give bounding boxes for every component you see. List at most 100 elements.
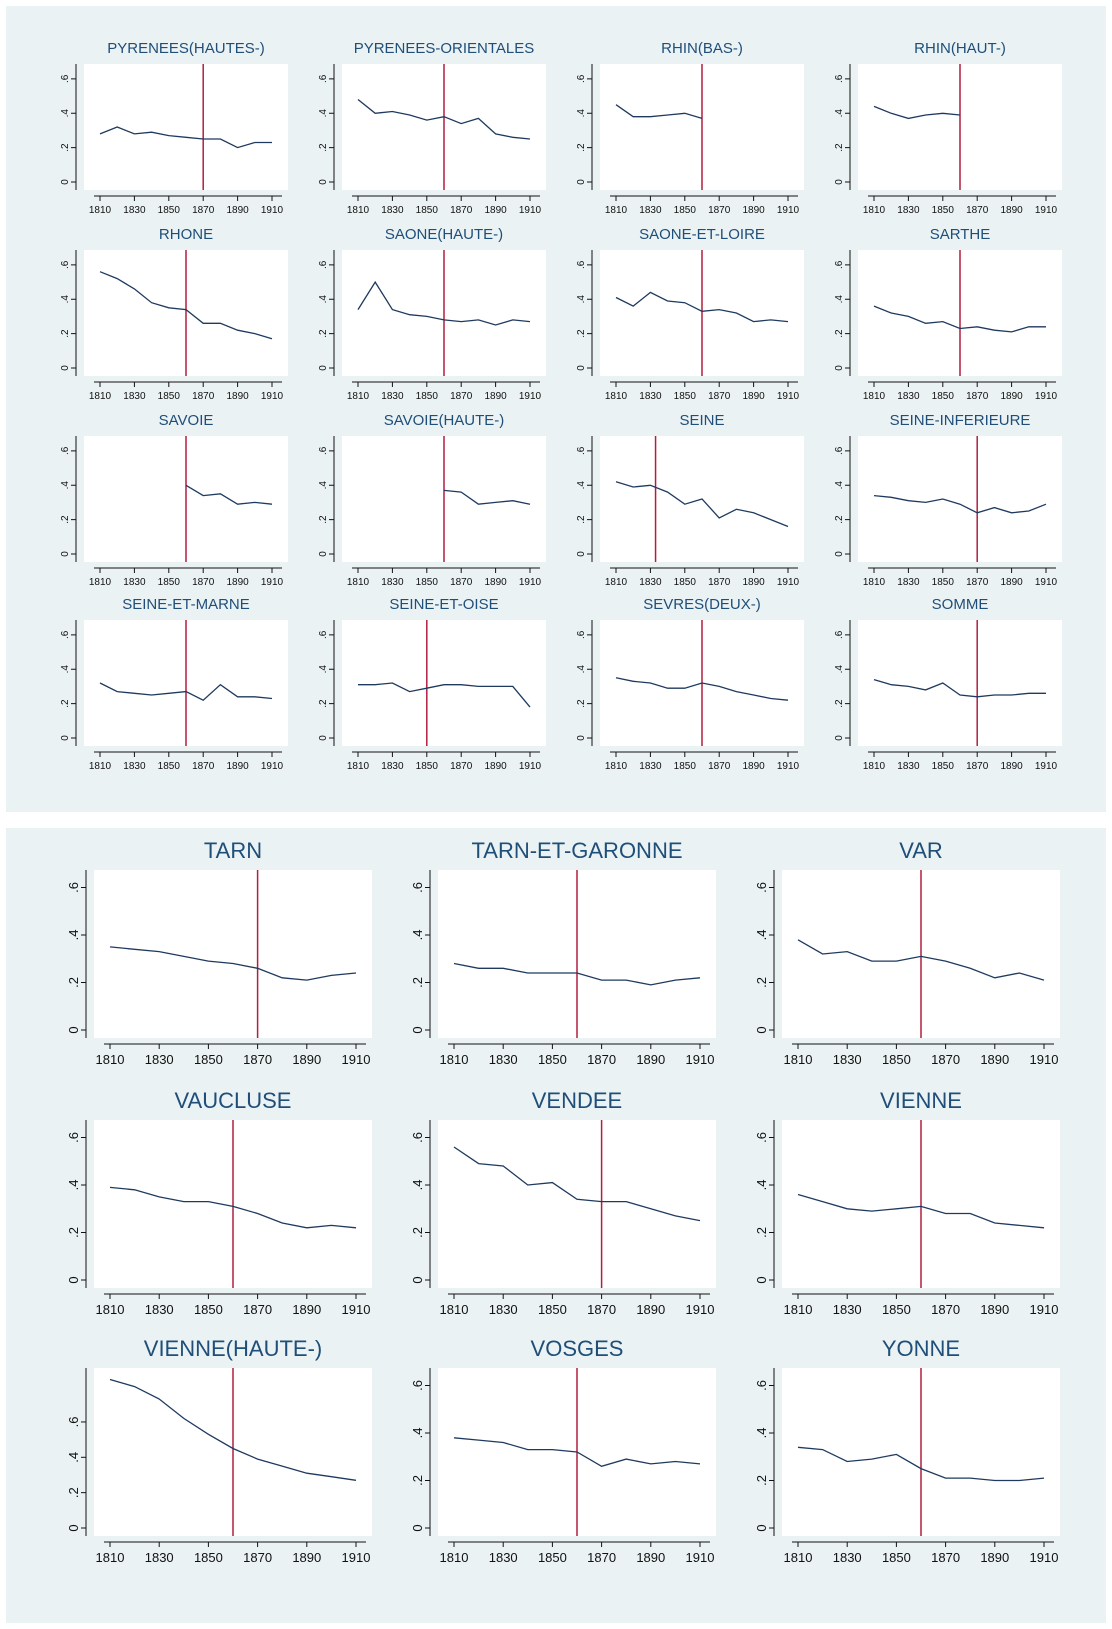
y-tick-label: 0 [410,1276,425,1283]
y-tick-label: .2 [60,329,71,338]
chart-title: VAR [899,838,943,863]
chart-rhone: RHONE 0 .2 .4 .6 1810 1830 1850 1870 1890 1910 [60,226,288,402]
y-tick-label: .6 [754,1380,769,1391]
y-tick-label: .6 [66,1417,81,1428]
x-tick-label: 1870 [192,761,215,772]
x-tick-label: 1870 [587,1052,616,1067]
chart-title: PYRENEES-ORIENTALES [354,40,535,57]
x-tick-label: 1890 [226,391,249,402]
chart-vienne-haute: VIENNE(HAUTE-) 0 .2 .4 .6 1810 1830 1850 1870 189… [66,1336,372,1565]
x-tick-label: 1870 [708,391,731,402]
x-tick-label: 1810 [605,577,628,588]
x-tick-label: 1870 [192,205,215,216]
y-tick-label: .6 [318,446,329,455]
chart-title: SAVOIE(HAUTE-) [384,412,505,429]
x-tick-label: 1870 [966,761,989,772]
series-line [615,104,703,120]
y-tick-label: .2 [576,329,587,338]
chart-rhin-bas: RHIN(BAS-) 0 .2 .4 .6 1810 1830 1850 1870 1890 191… [576,40,804,216]
y-tick-label: 0 [576,365,587,371]
chart-title: VIENNE [880,1088,962,1113]
chart-savoie-haute: SAVOIE(HAUTE-) 0 .2 .4 .6 1810 1830 1850 1870 189… [318,412,546,588]
y-tick-label: .4 [66,1180,81,1191]
y-tick-label: .4 [576,665,587,674]
y-tick-label: .2 [410,977,425,988]
x-tick-label: 1810 [96,1302,125,1317]
chart-title: SARTHE [930,226,991,243]
y-tick-label: .2 [318,329,329,338]
x-tick-label: 1910 [342,1550,371,1565]
series-line [873,105,961,120]
x-tick-label: 1890 [742,761,765,772]
chart-saone-haute: SAONE(HAUTE-) 0 .2 .4 .6 1810 1830 1850 1870 1890… [318,226,546,402]
series-line [109,1378,357,1481]
y-tick-label: .4 [410,1180,425,1191]
x-tick-label: 1890 [484,205,507,216]
y-tick-label: .6 [60,446,71,455]
y-tick-label: .4 [410,1428,425,1439]
y-tick-label: 0 [834,365,845,371]
y-tick-label: 0 [754,1524,769,1531]
y-tick-label: 0 [834,551,845,557]
x-tick-label: 1910 [261,205,284,216]
y-tick-label: .6 [66,1132,81,1143]
y-tick-label: .2 [60,143,71,152]
x-tick-label: 1810 [440,1052,469,1067]
y-tick-label: .6 [410,882,425,893]
x-tick-label: 1810 [863,391,886,402]
x-tick-label: 1870 [192,391,215,402]
y-tick-label: .4 [60,109,71,118]
series-line [185,484,273,505]
x-tick-label: 1890 [636,1550,665,1565]
x-tick-label: 1890 [742,391,765,402]
series-line [453,1146,701,1222]
x-tick-label: 1910 [1030,1302,1059,1317]
x-tick-label: 1810 [605,205,628,216]
x-tick-label: 1810 [863,577,886,588]
x-tick-label: 1870 [243,1052,272,1067]
chart-tarn-et-garonne: TARN-ET-GARONNE 0 .2 .4 .6 1810 1830 1850 1870 18… [410,838,716,1067]
x-tick-label: 1890 [980,1550,1009,1565]
x-tick-label: 1910 [777,391,800,402]
x-tick-label: 1910 [1030,1550,1059,1565]
x-tick-label: 1850 [932,205,955,216]
y-tick-label: 0 [834,735,845,741]
x-tick-label: 1890 [980,1052,1009,1067]
y-tick-label: .2 [66,1227,81,1238]
chart-rhin-haut: RHIN(HAUT-) 0 .2 .4 .6 1810 1830 1850 1870 1890 19… [834,40,1062,216]
y-tick-label: 0 [318,551,329,557]
y-tick-label: .4 [834,109,845,118]
y-tick-label: .6 [576,260,587,269]
x-tick-label: 1810 [440,1302,469,1317]
y-tick-label: .2 [318,699,329,708]
x-tick-label: 1890 [636,1302,665,1317]
x-tick-label: 1870 [243,1550,272,1565]
x-tick-label: 1910 [519,577,542,588]
x-tick-label: 1870 [966,391,989,402]
x-tick-label: 1850 [416,761,439,772]
series-line [99,126,272,149]
x-tick-label: 1850 [882,1550,911,1565]
x-tick-label: 1910 [519,205,542,216]
x-tick-label: 1850 [538,1550,567,1565]
x-tick-label: 1910 [686,1550,715,1565]
plot-area [858,436,1062,562]
y-tick-label: .6 [318,74,329,83]
x-tick-label: 1870 [587,1302,616,1317]
chart-yonne: YONNE 0 .2 .4 .6 1810 1830 1850 1870 1890 1910 [754,1336,1060,1565]
series-line [615,481,789,528]
y-tick-label: .4 [834,481,845,490]
x-tick-label: 1910 [1035,205,1058,216]
x-tick-label: 1830 [145,1550,174,1565]
x-tick-label: 1910 [1030,1052,1059,1067]
y-tick-label: .2 [318,143,329,152]
x-tick-label: 1850 [194,1302,223,1317]
x-tick-label: 1890 [1000,761,1023,772]
x-tick-label: 1810 [784,1052,813,1067]
x-tick-label: 1830 [489,1052,518,1067]
y-tick-label: .2 [754,1475,769,1486]
x-tick-label: 1890 [742,577,765,588]
y-tick-label: .6 [60,74,71,83]
series-line [443,489,531,505]
